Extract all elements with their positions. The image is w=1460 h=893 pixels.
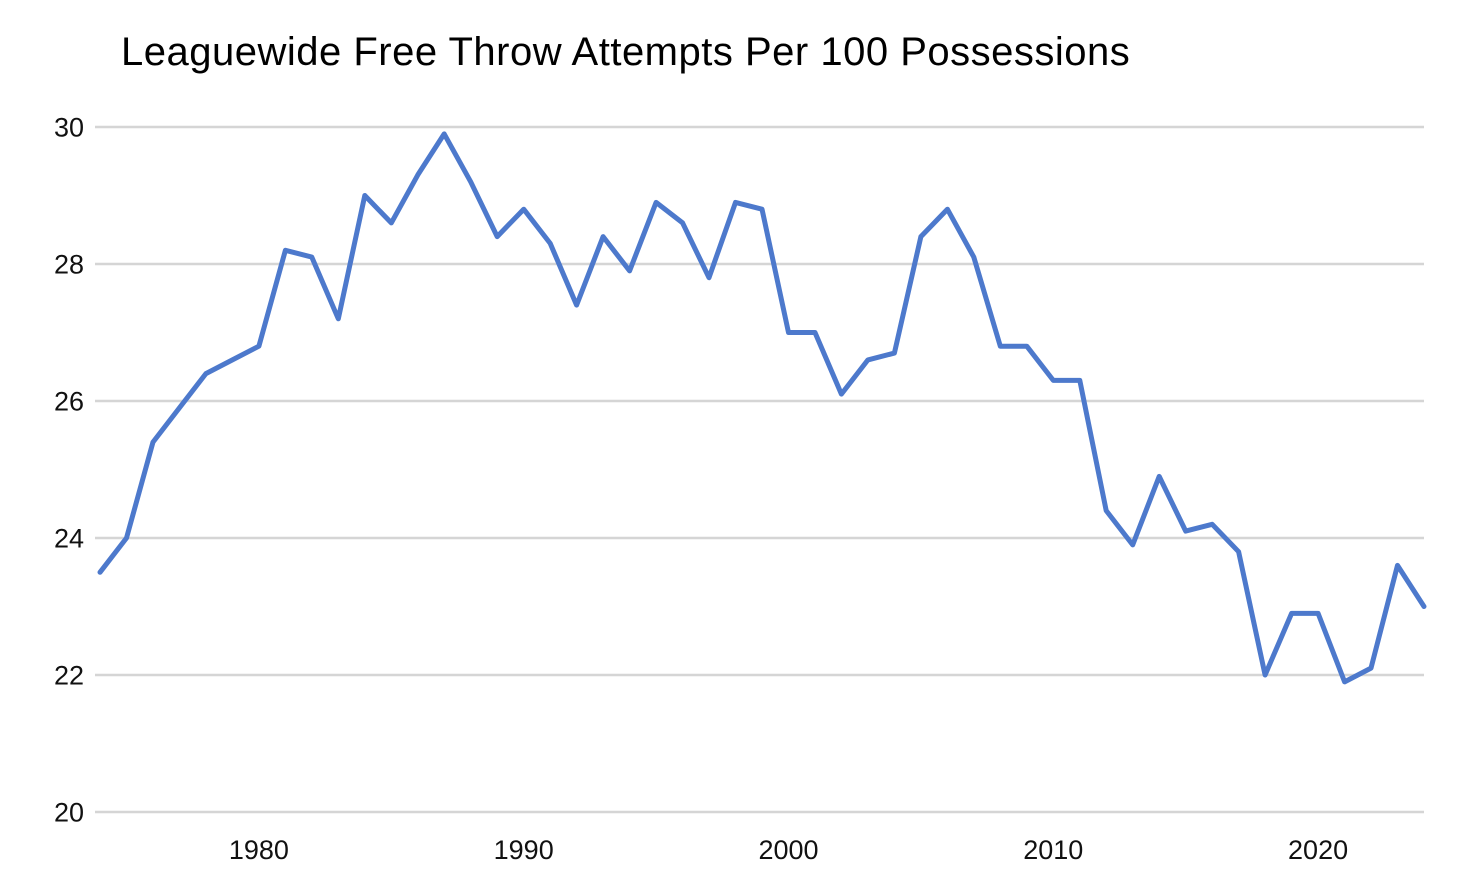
x-tick-label-1990: 1990 xyxy=(494,835,554,865)
y-tick-label-20: 20 xyxy=(54,798,84,828)
x-tick-label-2020: 2020 xyxy=(1288,835,1348,865)
y-tick-label-26: 26 xyxy=(54,387,84,417)
fta-rate-series-line xyxy=(97,131,1427,685)
x-tick-label-2010: 2010 xyxy=(1023,835,1083,865)
y-tick-label-24: 24 xyxy=(54,524,84,554)
y-tick-label-22: 22 xyxy=(54,661,84,691)
y-tick-label-30: 30 xyxy=(54,113,84,143)
x-tick-label-1980: 1980 xyxy=(229,835,289,865)
x-tick-label-2000: 2000 xyxy=(758,835,818,865)
y-tick-label-28: 28 xyxy=(54,250,84,280)
chart-title: Leaguewide Free Throw Attempts Per 100 P… xyxy=(121,30,1131,74)
